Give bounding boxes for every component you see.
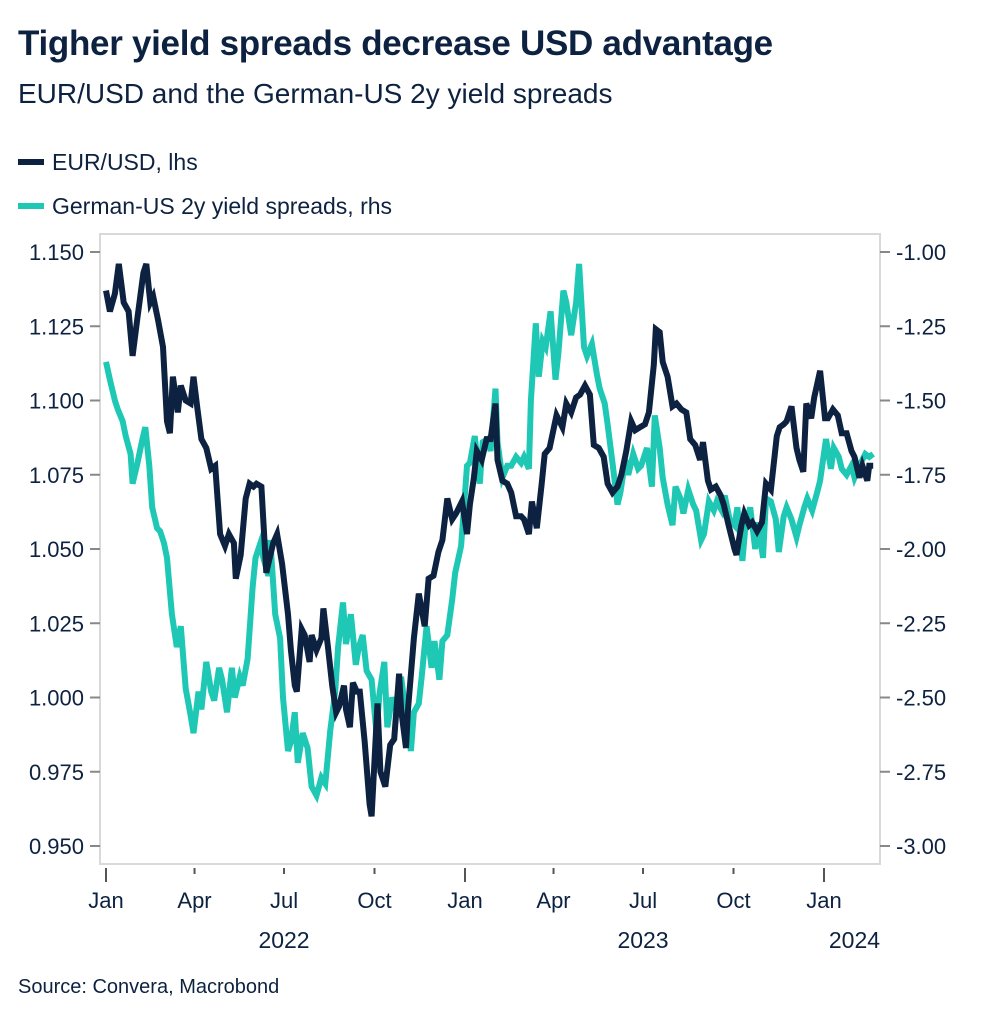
left-tick-label: 1.150 — [29, 240, 84, 265]
left-tick-label: 1.050 — [29, 537, 84, 562]
left-tick-label: 1.075 — [29, 463, 84, 488]
x-axis: Jan Apr Jul Oct Jan Apr Jul Oct Jan 2022 2023 2024 — [88, 868, 880, 953]
left-tick-label: 1.000 — [29, 686, 84, 711]
x-tick-label: Oct — [716, 888, 750, 913]
legend: EUR/USD, lhs German-US 2y yield spreads,… — [18, 140, 392, 228]
x-tick-label: Jan — [447, 888, 482, 913]
series-line-yield-spread — [103, 263, 875, 804]
right-axis: -1.00 -1.25 -1.50 -1.75 -2.00 -2.25 -2.50 -2.75… — [880, 240, 946, 859]
x-tick-label: Oct — [357, 888, 391, 913]
left-tick-label: 1.125 — [29, 314, 84, 339]
right-tick-label: -1.50 — [896, 389, 946, 414]
left-tick-label: 0.975 — [29, 760, 84, 785]
left-tick-label: 0.950 — [29, 834, 84, 859]
right-tick-label: -1.25 — [896, 314, 946, 339]
x-tick-label: Jan — [88, 888, 123, 913]
x-tick-label: Jul — [270, 888, 298, 913]
right-tick-label: -2.25 — [896, 611, 946, 636]
x-tick-label: Apr — [536, 888, 570, 913]
series-line-eurusd — [103, 262, 874, 817]
x-tick-label: Apr — [177, 888, 211, 913]
chart-subtitle: EUR/USD and the German-US 2y yield sprea… — [18, 78, 613, 109]
left-tick-label: 1.025 — [29, 611, 84, 636]
source-note: Source: Convera, Macrobond — [18, 976, 280, 998]
right-tick-label: -3.00 — [896, 834, 946, 859]
right-tick-label: -1.75 — [896, 463, 946, 488]
legend-label-eurusd: EUR/USD, lhs — [52, 148, 198, 175]
x-tick-label: Jul — [629, 888, 657, 913]
x-tick-label: Jan — [806, 888, 841, 913]
right-tick-label: -2.50 — [896, 686, 946, 711]
left-axis: 1.150 1.125 1.100 1.075 1.050 1.025 1.000 0.975… — [29, 240, 100, 859]
chart-title: Tigher yield spreads decrease USD advant… — [18, 24, 773, 63]
x-year-label: 2024 — [829, 927, 880, 953]
left-tick-label: 1.100 — [29, 389, 84, 414]
series-lines — [103, 262, 875, 817]
x-year-label: 2023 — [617, 927, 668, 953]
x-year-label: 2022 — [258, 927, 309, 953]
legend-swatch-yield-spread — [18, 203, 44, 209]
right-tick-label: -2.00 — [896, 537, 946, 562]
legend-item-eurusd: EUR/USD, lhs — [18, 140, 392, 184]
legend-label-yield-spread: German-US 2y yield spreads, rhs — [52, 192, 393, 219]
legend-swatch-eurusd — [18, 159, 44, 165]
legend-item-yield-spread: German-US 2y yield spreads, rhs — [18, 184, 392, 228]
right-tick-label: -1.00 — [896, 240, 946, 265]
right-tick-label: -2.75 — [896, 760, 946, 785]
